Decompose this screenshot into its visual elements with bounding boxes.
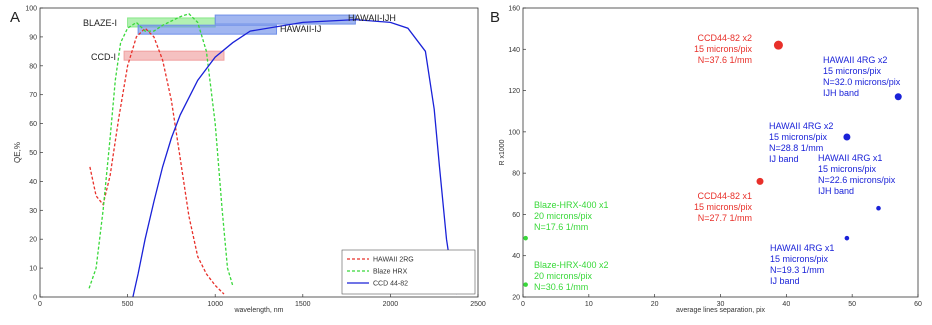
y-tick-label: 60 (512, 212, 520, 219)
data-point (894, 93, 902, 101)
data-point (844, 235, 850, 241)
point-label: 15 microns/pix (769, 132, 828, 142)
y-tick-label: 160 (508, 6, 520, 13)
annotation-label: HAWAII-IJ (280, 24, 321, 34)
data-point (523, 235, 528, 241)
annotation-label: HAWAII-IJH (348, 13, 396, 23)
panel-b: B 0 10 20 30 40 50 60 20 40 60 80 100 120 140 160 averag… (490, 6, 922, 315)
point-label: N=19.3 1/mm (770, 265, 824, 275)
point-label: N=30.6 1/mm (534, 282, 588, 292)
y-axis-label: R x1000 (499, 139, 506, 165)
point-label: IJ band (770, 276, 800, 286)
legend-label: CCD 44-82 (373, 281, 408, 288)
data-point (756, 177, 764, 185)
data-point (773, 40, 783, 50)
panel-letter: B (490, 9, 500, 26)
point-label: N=37.6 1/mm (698, 55, 752, 65)
y-tick-label: 40 (29, 179, 37, 186)
y-tick-label: 100 (25, 6, 37, 13)
point-label: N=17.6 1/mm (534, 222, 588, 232)
data-point (876, 205, 881, 211)
point-label: 20 microns/pix (534, 211, 593, 221)
y-tick-label: 100 (508, 129, 520, 136)
annotation-bar (123, 50, 225, 61)
y-axis-label: QE,% (13, 142, 22, 163)
y-tick-label: 80 (29, 63, 37, 70)
data-point (523, 282, 528, 287)
x-tick-label: 2500 (470, 301, 486, 308)
series-line (88, 13, 234, 289)
x-tick-label: 30 (717, 301, 725, 308)
x-tick-label: 20 (651, 301, 659, 308)
legend-box (341, 249, 476, 295)
point-label: 15 microns/pix (770, 254, 829, 264)
point-label: HAWAII 4RG x2 (769, 121, 833, 131)
series-line (132, 18, 458, 298)
y-tick-label: 90 (29, 34, 37, 41)
y-tick-label: 60 (29, 121, 37, 128)
x-tick-label: 1000 (207, 301, 223, 308)
x-tick-label: 40 (782, 301, 790, 308)
point-label: Blaze-HRX-400 x1 (534, 200, 609, 210)
series-line (89, 27, 225, 295)
y-tick-label: 120 (508, 88, 520, 95)
legend-label: HAWAII 2RG (373, 257, 414, 264)
y-tick-label: 80 (512, 171, 520, 178)
y-tick-label: 50 (29, 150, 37, 157)
point-label: 20 microns/pix (534, 271, 593, 281)
x-axis-label: wavelength, nm (233, 307, 283, 314)
annotation-bar (214, 14, 356, 25)
annotation-bar (137, 24, 278, 35)
point-label: 15 microns/pix (823, 66, 882, 76)
x-axis-label: average lines separation, pix (676, 307, 766, 314)
y-tick-label: 20 (512, 295, 520, 302)
point-label: CCD44-82 x2 (697, 33, 752, 43)
point-label: 15 microns/pix (694, 202, 753, 212)
point-label: IJH band (823, 88, 859, 98)
y-tick-label: 20 (29, 237, 37, 244)
point-label: N=28.8 1/mm (769, 143, 823, 153)
legend-label: Blaze HRX (373, 269, 408, 276)
x-tick-label: 10 (585, 301, 593, 308)
y-tick-label: 10 (29, 266, 37, 273)
y-tick-label: 0 (33, 295, 37, 302)
panel-letter: A (10, 9, 20, 26)
y-tick-label: 140 (508, 47, 520, 54)
annotation-label: BLAZE-I (83, 18, 117, 28)
point-label: CCD44-82 x1 (697, 191, 752, 201)
x-tick-label: 0 (521, 301, 525, 308)
point-label: IJH band (818, 186, 854, 196)
point-label: 15 microns/pix (818, 164, 877, 174)
point-label: N=22.6 microns/pix (818, 175, 896, 185)
point-label: 15 microns/pix (694, 44, 753, 54)
y-tick-label: 70 (29, 92, 37, 99)
annotation-label: CCD-I (91, 52, 116, 62)
point-label: HAWAII 4RG x2 (823, 55, 887, 65)
point-label: Blaze-HRX-400 x2 (534, 260, 609, 270)
point-label: N=32.0 microns/pix (823, 77, 901, 87)
y-tick-label: 40 (512, 253, 520, 260)
x-tick-label: 2000 (383, 301, 399, 308)
x-tick-label: 1500 (295, 301, 311, 308)
point-label: IJ band (769, 154, 799, 164)
data-point (843, 133, 851, 141)
x-tick-label: 0 (38, 301, 42, 308)
point-label: N=27.7 1/mm (698, 213, 752, 223)
x-tick-label: 50 (848, 301, 856, 308)
y-tick-label: 30 (29, 208, 37, 215)
point-label: HAWAII 4RG x1 (818, 153, 882, 163)
x-tick-label: 60 (914, 301, 922, 308)
x-tick-label: 500 (122, 301, 134, 308)
point-label: HAWAII 4RG x1 (770, 243, 834, 253)
